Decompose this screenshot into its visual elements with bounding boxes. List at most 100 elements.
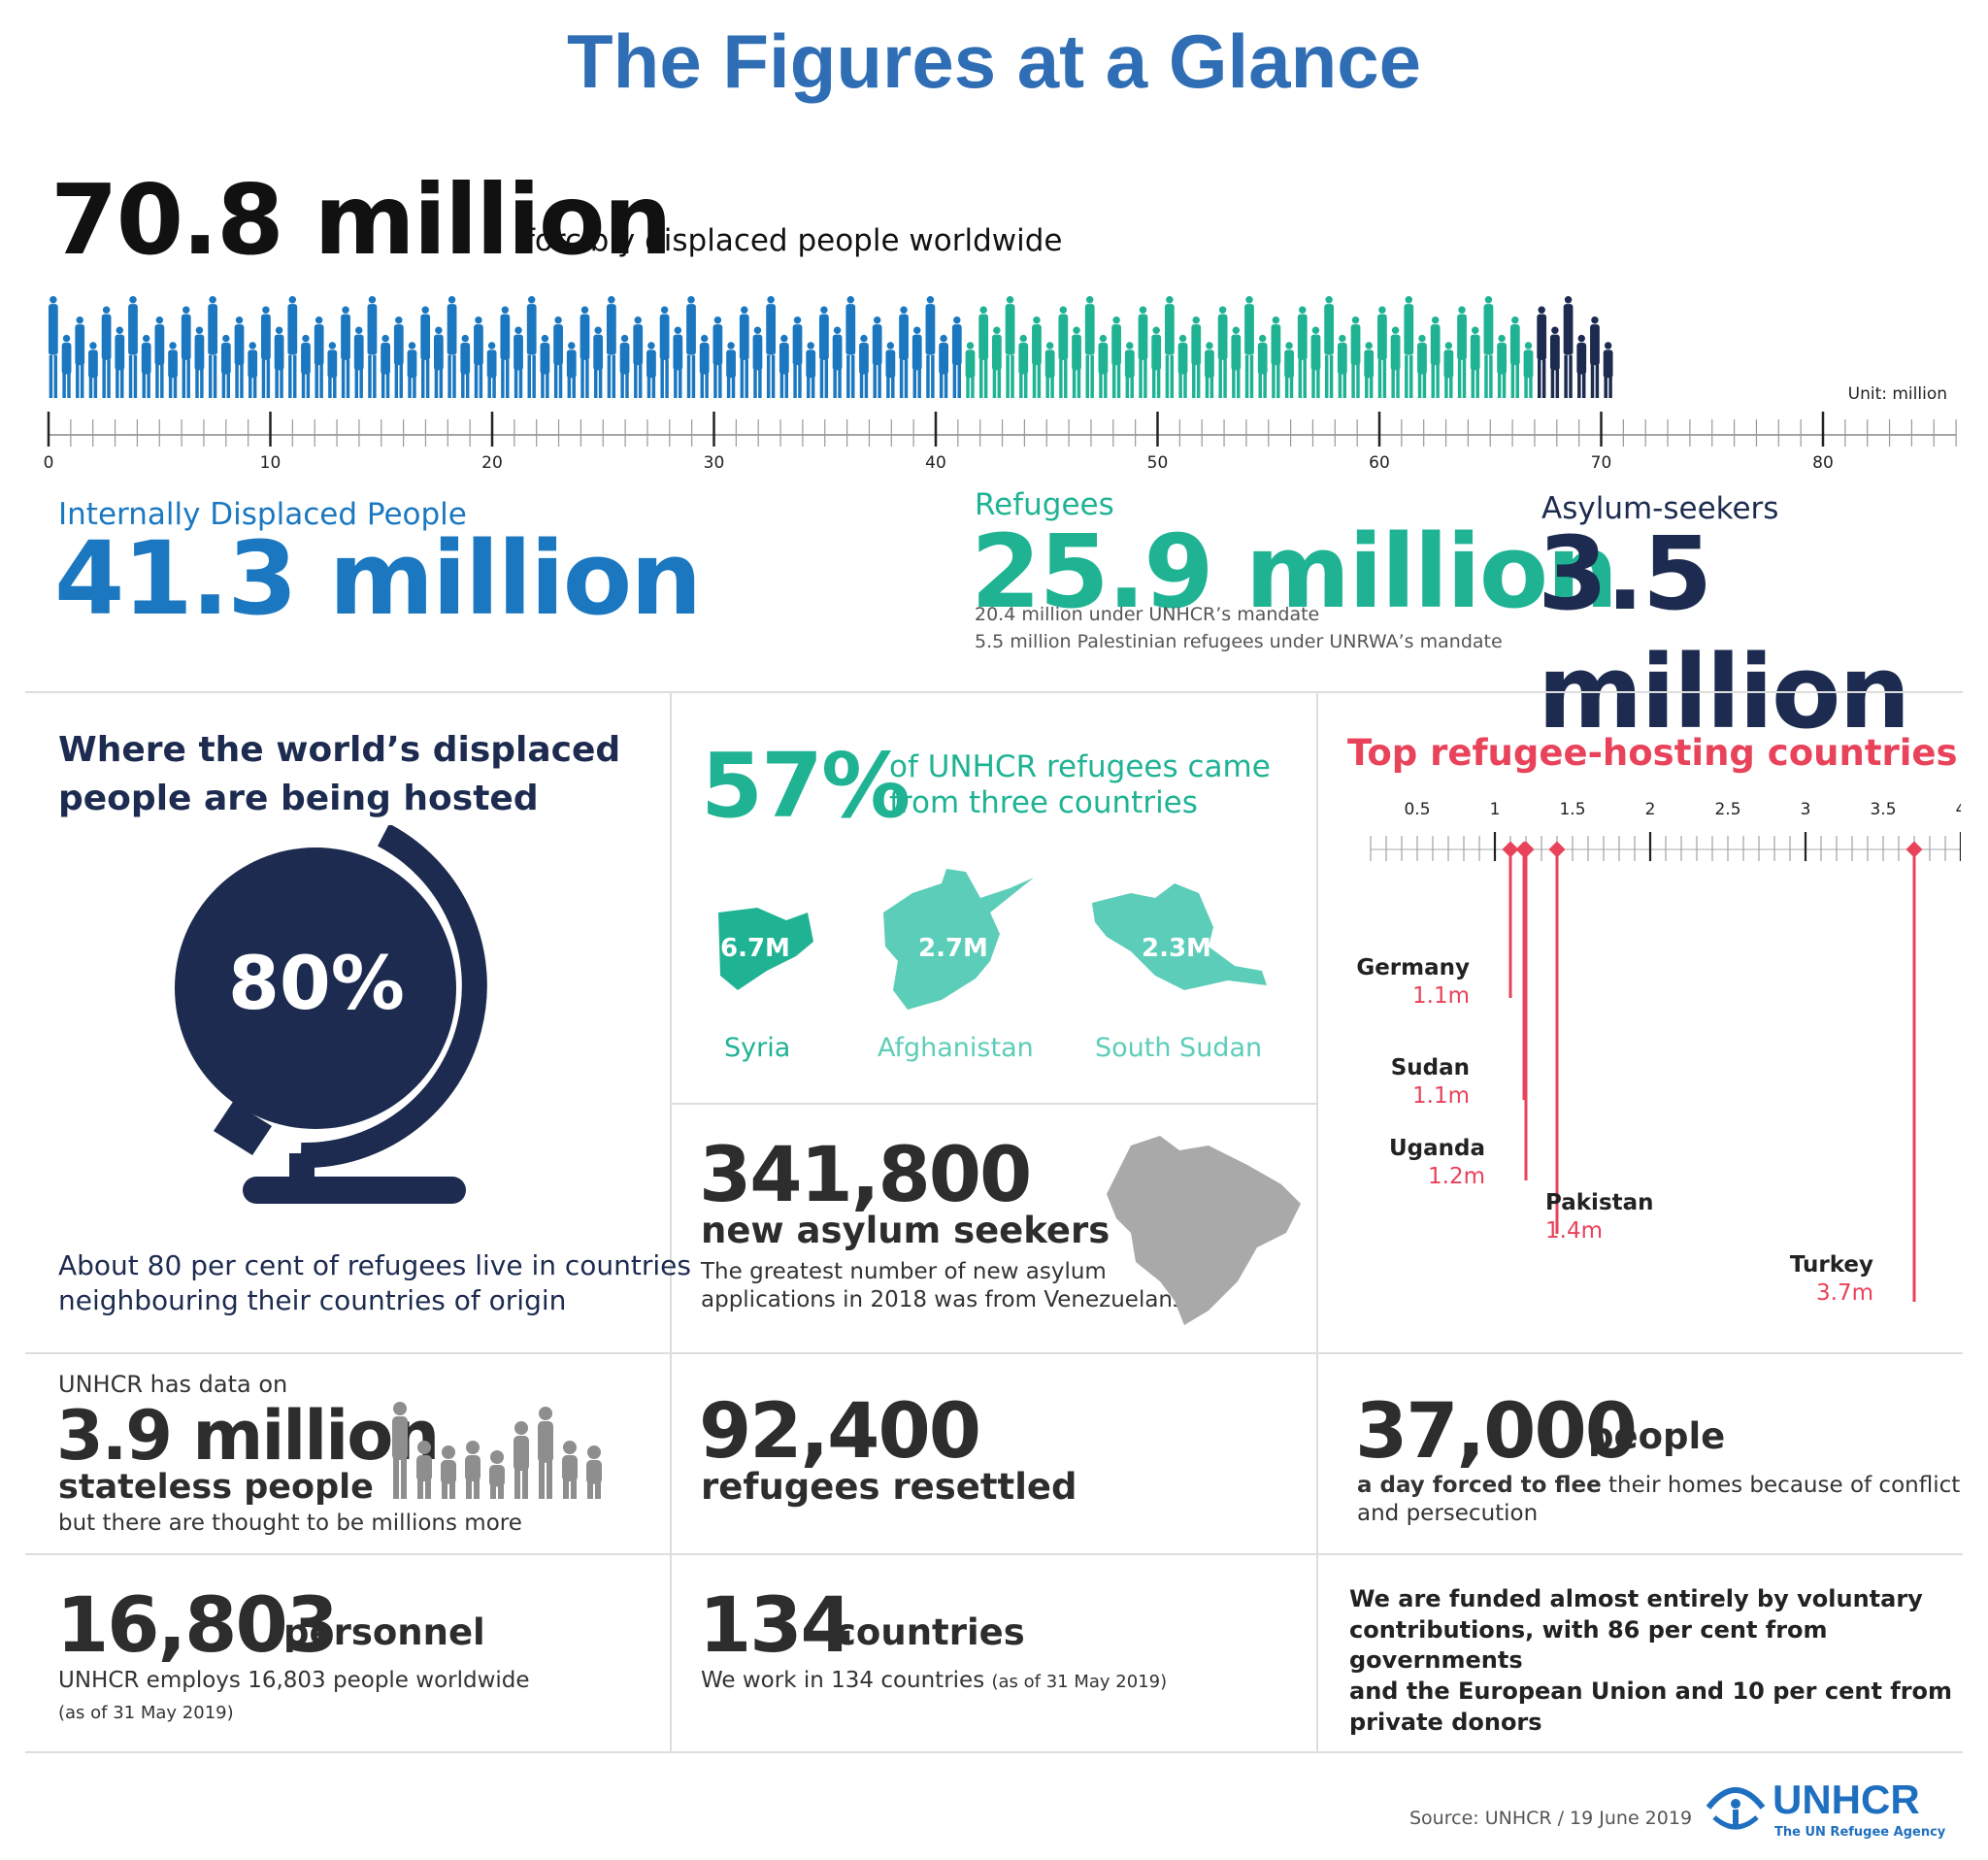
person-silhouette	[646, 342, 656, 398]
unhcr-logo-name: UNHCR	[1773, 1777, 1920, 1822]
person-silhouette	[327, 342, 338, 398]
person-silhouette	[1231, 326, 1242, 398]
person-silhouette	[353, 326, 364, 398]
person-silhouette	[752, 326, 763, 398]
person-silhouette	[128, 296, 138, 398]
person-silhouette	[673, 326, 683, 398]
person-silhouette	[779, 334, 789, 398]
person-silhouette	[1072, 326, 1081, 398]
person-silhouette	[1590, 316, 1600, 398]
country-label-turkey: Turkey	[1789, 1252, 1873, 1278]
person-silhouette	[819, 306, 829, 398]
scale-tick-label: 20	[481, 453, 503, 473]
person-silhouette	[115, 326, 125, 398]
country-label-uganda: Uganda	[1388, 1136, 1485, 1161]
person-silhouette	[965, 342, 976, 398]
person-silhouette	[474, 316, 483, 398]
person-silhouette	[526, 296, 537, 398]
divider	[670, 1103, 1316, 1105]
host-marker-uganda	[1517, 841, 1535, 858]
venezuela-map	[1107, 1136, 1301, 1325]
divider	[670, 691, 672, 1751]
person-silhouette	[1084, 296, 1095, 398]
person-silhouette	[1377, 306, 1387, 398]
person-silhouette	[991, 326, 1002, 398]
fleeing-value: 37,000	[1355, 1388, 1638, 1476]
person-silhouette	[1603, 342, 1613, 398]
person-silhouette	[447, 296, 457, 398]
person-silhouette	[951, 316, 962, 398]
asylum-label: Asylum-seekers	[1541, 491, 1779, 526]
person-silhouette	[1257, 334, 1268, 398]
stateless-label: stateless people	[58, 1468, 374, 1507]
scale-tick-label: 40	[925, 453, 946, 473]
person-silhouette	[1497, 334, 1508, 398]
person-silhouette	[1058, 306, 1069, 398]
person-silhouette	[261, 306, 271, 398]
person-silhouette	[1576, 334, 1587, 398]
person-silhouette	[1217, 306, 1228, 398]
person-silhouette	[566, 342, 577, 398]
person-silhouette	[433, 326, 444, 398]
divider	[25, 1352, 1963, 1354]
person-silhouette	[726, 342, 736, 398]
scale-tick-label: 0	[44, 453, 54, 473]
person-silhouette	[287, 296, 298, 398]
person-silhouette	[792, 316, 803, 398]
person-silhouette	[1443, 342, 1454, 398]
funding-text: We are funded almost entirely by volunta…	[1349, 1584, 1988, 1738]
afghanistan-map	[883, 869, 1034, 1010]
fleeing-unit: people	[1588, 1415, 1726, 1457]
host-marker-pakistan	[1548, 841, 1566, 858]
person-silhouette	[407, 342, 417, 398]
hosting-chart: 0.5 1 1.5 2 2.5 3 3.5 4	[1370, 800, 1961, 1302]
person-silhouette	[939, 334, 949, 398]
stateless-person	[392, 1402, 408, 1499]
person-silhouette	[1549, 326, 1560, 398]
hosted-text: About 80 per cent of refugees live in co…	[58, 1248, 691, 1319]
person-silhouette	[1404, 296, 1414, 398]
countries-note: (as of 31 May 2019)	[991, 1672, 1168, 1692]
person-silhouette	[978, 306, 989, 398]
stateless-post: but there are thought to be millions mor…	[58, 1511, 522, 1536]
funding-line3: and the European Union and 10 per cent f…	[1349, 1677, 1953, 1706]
person-silhouette	[154, 316, 165, 398]
fleeing-text-line2: and persecution	[1357, 1500, 1539, 1526]
new-asylum-value: 341,800	[699, 1132, 1032, 1219]
host-tick-label: 3	[1801, 800, 1811, 819]
divider	[25, 1751, 1963, 1753]
person-silhouette	[1191, 316, 1202, 398]
country-label-germany: Germany	[1356, 955, 1470, 980]
total-label: forcibly displaced people worldwide	[524, 223, 1063, 258]
idp-value: 41.3 million	[54, 519, 702, 638]
fleeing-text-bold: a day forced to flee	[1357, 1473, 1602, 1498]
stateless-person	[562, 1441, 578, 1499]
personnel-unit: personnel	[283, 1611, 485, 1653]
hosting-heading: Top refugee-hosting countries	[1347, 732, 1958, 774]
person-silhouette	[885, 342, 896, 398]
unhcr-logo-tagline: The UN Refugee Agency	[1774, 1825, 1946, 1840]
person-silhouette	[393, 316, 404, 398]
person-silhouette	[593, 326, 604, 398]
countries-text: We work in 134 countries	[701, 1668, 985, 1693]
divider	[1316, 691, 1318, 1751]
resettled-label: refugees resettled	[701, 1466, 1077, 1508]
origin-text-line2: from three countries	[889, 785, 1198, 821]
person-silhouette	[1310, 326, 1321, 398]
south-sudan-name: South Sudan	[1095, 1033, 1263, 1063]
person-silhouette	[766, 296, 777, 398]
funding-line2: contributions, with 86 per cent from gov…	[1349, 1615, 1828, 1675]
total-value: 70.8 million	[50, 163, 673, 277]
person-silhouette	[925, 296, 936, 398]
stateless-person	[586, 1445, 602, 1499]
host-tick-label: 1	[1490, 800, 1501, 819]
person-silhouette	[1098, 334, 1109, 398]
countries-unit: countries	[835, 1611, 1025, 1653]
refugees-note-unrwa: 5.5 million Palestinian refugees under U…	[975, 631, 1503, 652]
syria-name: Syria	[724, 1033, 791, 1063]
country-value-turkey: 3.7m	[1816, 1280, 1873, 1306]
south-sudan-map	[1092, 883, 1267, 990]
origin-text: of UNHCR refugees came from three countr…	[889, 749, 1271, 821]
south-sudan-value: 2.3M	[1142, 934, 1211, 963]
person-silhouette	[141, 334, 151, 398]
